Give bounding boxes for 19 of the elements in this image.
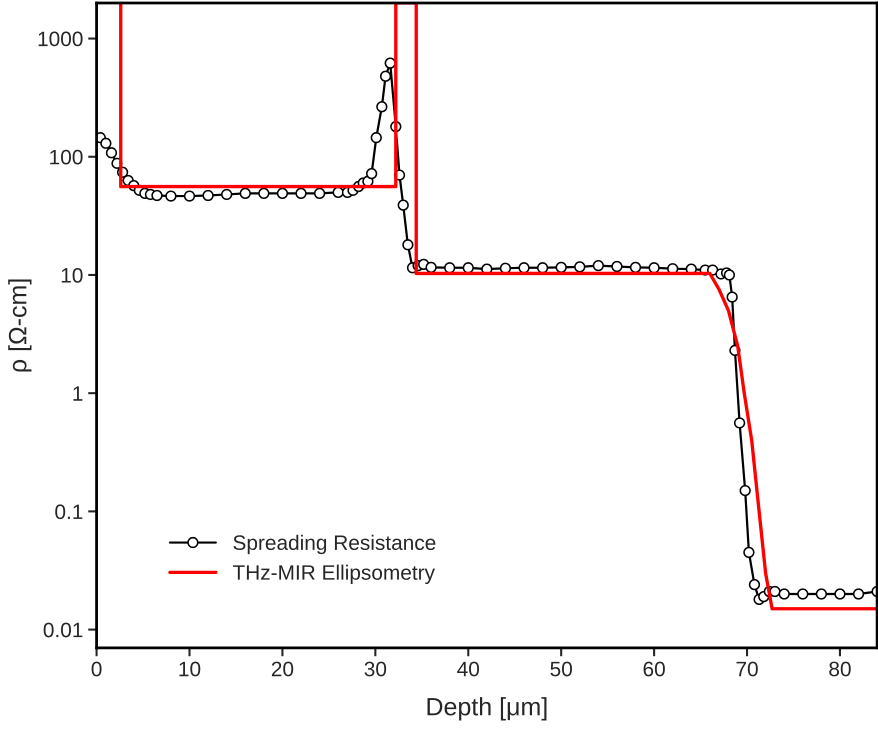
x-tick-label: 40 <box>457 662 480 676</box>
y-tick-label: 1 <box>73 386 82 401</box>
y-tick-label: 10 <box>62 268 83 283</box>
y-tick-label: 1000 <box>38 32 83 46</box>
legend-label: THz-MIR Ellipsometry <box>232 564 435 584</box>
legend-label: Spreading Resistance <box>233 534 436 554</box>
x-tick-label: 20 <box>272 662 294 676</box>
x-tick-label: 70 <box>736 662 758 676</box>
y-tick-label: 0.1 <box>55 504 82 520</box>
y-tick-label: 0.01 <box>44 622 82 638</box>
y-axis-title: ρ [Ω-cm] <box>8 280 32 372</box>
x-axis-title: Depth [μm] <box>428 697 546 720</box>
x-tick-label: 80 <box>829 662 851 676</box>
y-tick-label: 100 <box>50 150 83 165</box>
x-tick-label: 10 <box>180 662 200 676</box>
x-tick-label: 60 <box>644 662 665 676</box>
x-tick-label: 0 <box>92 662 102 676</box>
x-tick-label: 30 <box>364 662 386 676</box>
x-tick-label: 50 <box>550 662 572 676</box>
